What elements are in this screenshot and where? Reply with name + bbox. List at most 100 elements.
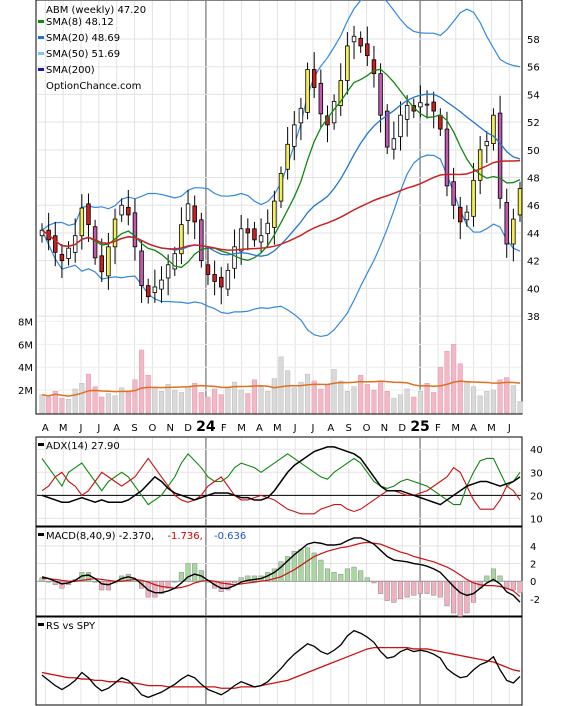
candle-body	[245, 228, 251, 234]
volume-bar	[46, 396, 52, 414]
macd-hist-bar	[152, 581, 158, 598]
volume-bar	[231, 381, 238, 414]
volume-bar	[504, 377, 510, 414]
month-tick-label: A	[256, 423, 263, 434]
volume-bar	[278, 356, 284, 414]
macd-hist-bar	[504, 581, 510, 589]
month-tick-label: A	[470, 423, 477, 434]
volume-bar	[258, 386, 264, 414]
volume-bar	[304, 373, 311, 414]
price-candles	[39, 25, 523, 305]
macd-hist-bar	[490, 568, 496, 582]
sma8-line	[41, 68, 521, 269]
minus-di-line	[41, 457, 521, 515]
candle-body	[145, 285, 151, 298]
volume-bar	[72, 388, 78, 414]
macd-hist-bar	[371, 581, 377, 584]
macd-signal-line	[42, 541, 521, 597]
candle-body	[285, 143, 290, 170]
month-tick-label: O	[363, 423, 371, 434]
volume-bar	[265, 391, 271, 414]
macd-hist-bar	[324, 568, 330, 582]
macd-hist-bar	[165, 581, 171, 589]
candle-body	[66, 247, 71, 259]
volume-bar	[105, 393, 111, 414]
macd-hist-bar	[344, 568, 350, 582]
rs-label: RS vs SPY	[46, 621, 96, 632]
month-tick-label: J	[311, 423, 315, 434]
legend-swatch-sma50	[38, 52, 44, 55]
macd-hist-bar	[384, 581, 390, 601]
macd-hist-bar	[99, 581, 105, 591]
volume-bar	[172, 389, 178, 414]
volume-bar	[311, 380, 317, 414]
macd-hist-bar	[351, 566, 357, 582]
volume-bar	[451, 344, 457, 414]
x-axis-month-labels: A M J J A S O N D 24 F M A M J J A S O N D 25 F M A M J	[42, 419, 511, 435]
macd-hist-bar	[311, 552, 317, 582]
macd-value: MACD(8,40,9) -2.370,	[46, 531, 154, 542]
price-tick-label: 44	[527, 229, 540, 240]
volume-bar	[185, 386, 191, 414]
macd-hist-bar	[451, 581, 457, 614]
macd-hist-bar	[245, 575, 251, 582]
watermark: OptionChance.com	[46, 81, 141, 92]
volume-bar	[351, 386, 357, 414]
volume-bar	[245, 393, 251, 414]
candle-body	[119, 204, 124, 216]
candle-body	[484, 141, 490, 147]
macd-hist-bar	[517, 581, 523, 593]
candle-body	[278, 172, 284, 202]
candle-body	[139, 250, 144, 286]
chart-legend: ABM (weekly) 47.20 SMA(8) 48.12 SMA(20) …	[38, 5, 146, 92]
volume-bar	[470, 386, 477, 414]
month-tick-label: N	[381, 423, 388, 434]
volume-bar	[218, 394, 224, 414]
macd-axis-labels: -2 0 2 4	[530, 542, 540, 606]
macd-hist-bar	[318, 559, 324, 582]
volume-tick-label: 6M	[18, 340, 33, 351]
candle-body	[179, 224, 184, 255]
volume-bar	[378, 380, 384, 414]
candle-body	[398, 114, 403, 138]
candle-body	[225, 269, 231, 290]
macd-hist-bar	[59, 581, 65, 589]
month-tick-label: F	[435, 423, 441, 434]
candle-body	[232, 246, 237, 269]
candle-body	[491, 114, 496, 145]
candle-body	[517, 188, 523, 216]
volume-bar	[437, 366, 443, 414]
candle-body	[351, 35, 357, 43]
candle-body	[192, 205, 197, 223]
candle-body	[159, 279, 164, 290]
volume-bar	[192, 382, 198, 414]
volume-bar	[510, 385, 516, 414]
volume-bar	[344, 391, 350, 414]
candle-body	[126, 206, 131, 216]
macd-hist-bar	[185, 563, 191, 582]
candle-body	[391, 138, 397, 150]
bollinger-lower	[41, 154, 521, 338]
volume-bar	[384, 391, 390, 414]
macd-hist-bar	[437, 581, 443, 598]
candle-body	[205, 264, 211, 275]
volume-bar	[165, 384, 171, 414]
volume-bar	[484, 391, 490, 414]
volume-bar	[457, 363, 463, 414]
adx-axis-labels: 10 20 30 40	[530, 445, 543, 525]
month-tick-label: D	[398, 423, 406, 434]
month-tick-label: M	[273, 423, 282, 434]
volume-bar	[238, 389, 244, 414]
macd-hist-bar	[238, 577, 244, 582]
macd-hist-bar	[271, 568, 277, 582]
volume-bar	[477, 395, 483, 414]
month-tick-label: J	[507, 423, 511, 434]
volume-bar	[85, 373, 92, 414]
volume-average-line	[41, 380, 521, 397]
volume-tick-label: 2M	[18, 386, 33, 397]
adx-line	[41, 446, 521, 506]
macd-hist-bar	[358, 570, 364, 582]
candle-body	[199, 219, 204, 262]
legend-entry-sma8: SMA(8) 48.12	[46, 17, 114, 28]
macd-hist-bar	[411, 581, 417, 596]
